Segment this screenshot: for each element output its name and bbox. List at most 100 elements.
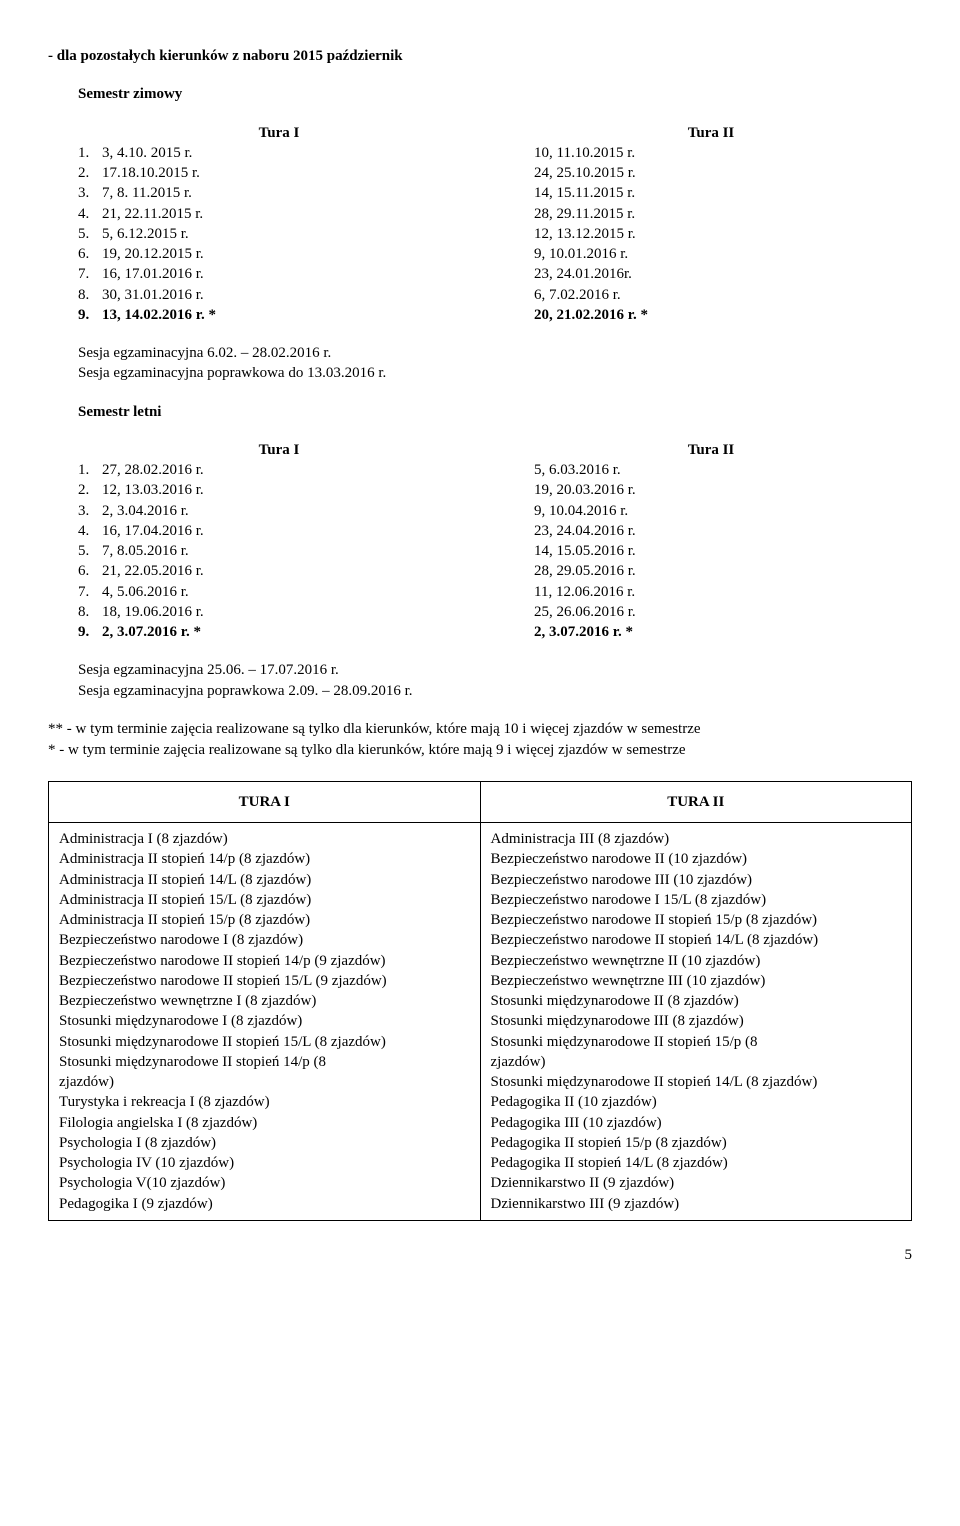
date-text: 5, 6.12.2015 r. bbox=[102, 224, 189, 244]
date-text: 24, 25.10.2015 r. bbox=[510, 163, 912, 183]
date-text: 6, 7.02.2016 r. bbox=[510, 285, 912, 305]
table-line: Bezpieczeństwo wewnętrzne II (10 zjazdów… bbox=[491, 951, 902, 971]
winter-session-block: Sesja egzaminacyjna 6.02. – 28.02.2016 r… bbox=[78, 343, 912, 384]
table-line: Turystyka i rekreacja I (8 zjazdów) bbox=[59, 1092, 470, 1112]
date-text: 20, 21.02.2016 r. * bbox=[510, 305, 912, 325]
table-line: Pedagogika II stopień 14/L (8 zjazdów) bbox=[491, 1153, 902, 1173]
list-item: 2.12, 13.03.2016 r. bbox=[78, 480, 480, 500]
list-item: 6.19, 20.12.2015 r. bbox=[78, 244, 480, 264]
date-text: 23, 24.01.2016r. bbox=[510, 264, 912, 284]
footnote-line: ** - w tym terminie zajęcia realizowane … bbox=[48, 719, 912, 740]
table-line: Psychologia I (8 zjazdów) bbox=[59, 1133, 470, 1153]
date-text: 14, 15.11.2015 r. bbox=[510, 183, 912, 203]
list-item: 8.30, 31.01.2016 r. bbox=[78, 285, 480, 305]
session-line: Sesja egzaminacyjna 25.06. – 17.07.2016 … bbox=[78, 660, 912, 680]
date-text: 11, 12.06.2016 r. bbox=[510, 582, 912, 602]
list-item: 4.21, 22.11.2015 r. bbox=[78, 204, 480, 224]
date-text: 7, 8. 11.2015 r. bbox=[102, 183, 192, 203]
table-line: Pedagogika III (10 zjazdów) bbox=[491, 1113, 902, 1133]
table-line: Psychologia V(10 zjazdów) bbox=[59, 1173, 470, 1193]
tura-ii-head: Tura II bbox=[510, 123, 912, 143]
summer-columns: Tura I 1.27, 28.02.2016 r. 2.12, 13.03.2… bbox=[48, 440, 912, 643]
tura-i-head: Tura I bbox=[78, 123, 480, 143]
date-text: 28, 29.11.2015 r. bbox=[510, 204, 912, 224]
table-line: Stosunki międzynarodowe II stopień 14/p … bbox=[59, 1052, 470, 1072]
header-line: - dla pozostałych kierunków z naboru 201… bbox=[48, 46, 912, 66]
footnote-block: ** - w tym terminie zajęcia realizowane … bbox=[48, 719, 912, 761]
winter-col-right: Tura II 10, 11.10.2015 r. 24, 25.10.2015… bbox=[480, 123, 912, 326]
list-item: 5.7, 8.05.2016 r. bbox=[78, 541, 480, 561]
semester-winter-title: Semestr zimowy bbox=[78, 84, 912, 104]
table-line: Bezpieczeństwo narodowe II stopień 14/L … bbox=[491, 930, 902, 950]
table-line: Bezpieczeństwo narodowe II stopień 15/L … bbox=[59, 971, 470, 991]
date-text: 7, 8.05.2016 r. bbox=[102, 541, 189, 561]
tura-table-head-right: TURA II bbox=[480, 781, 912, 822]
table-line: Bezpieczeństwo narodowe II (10 zjazdów) bbox=[491, 849, 902, 869]
table-line: Stosunki międzynarodowe III (8 zjazdów) bbox=[491, 1011, 902, 1031]
date-text: 12, 13.03.2016 r. bbox=[102, 480, 204, 500]
table-line: Administracja II stopień 15/p (8 zjazdów… bbox=[59, 910, 470, 930]
date-text: 25, 26.06.2016 r. bbox=[510, 602, 912, 622]
date-text: 4, 5.06.2016 r. bbox=[102, 582, 189, 602]
date-text: 27, 28.02.2016 r. bbox=[102, 460, 204, 480]
date-text: 21, 22.05.2016 r. bbox=[102, 561, 204, 581]
table-line: Psychologia IV (10 zjazdów) bbox=[59, 1153, 470, 1173]
table-line: Administracja I (8 zjazdów) bbox=[59, 829, 470, 849]
tura-table-cell-left: Administracja I (8 zjazdów) Administracja… bbox=[49, 823, 481, 1221]
tura-table-head-left: TURA I bbox=[49, 781, 481, 822]
date-text: 19, 20.12.2015 r. bbox=[102, 244, 204, 264]
table-line: Bezpieczeństwo narodowe III (10 zjazdów) bbox=[491, 870, 902, 890]
session-line: Sesja egzaminacyjna poprawkowa do 13.03.… bbox=[78, 363, 912, 383]
date-text: 2, 3.07.2016 r. * bbox=[510, 622, 912, 642]
list-item: 7.4, 5.06.2016 r. bbox=[78, 582, 480, 602]
table-line: Dziennikarstwo III (9 zjazdów) bbox=[491, 1194, 902, 1214]
table-line: Pedagogika II stopień 15/p (8 zjazdów) bbox=[491, 1133, 902, 1153]
table-line: Stosunki międzynarodowe II stopień 15/p … bbox=[491, 1032, 902, 1052]
list-item: 6.21, 22.05.2016 r. bbox=[78, 561, 480, 581]
session-line: Sesja egzaminacyjna poprawkowa 2.09. – 2… bbox=[78, 681, 912, 701]
table-line: Administracja II stopień 15/L (8 zjazdów… bbox=[59, 890, 470, 910]
date-text: 9, 10.01.2016 r. bbox=[510, 244, 912, 264]
table-line: Bezpieczeństwo wewnętrzne I (8 zjazdów) bbox=[59, 991, 470, 1011]
table-line: Bezpieczeństwo narodowe II stopień 14/p … bbox=[59, 951, 470, 971]
list-item: 3.7, 8. 11.2015 r. bbox=[78, 183, 480, 203]
date-text: 13, 14.02.2016 r. * bbox=[102, 305, 216, 325]
table-line: zjazdów) bbox=[59, 1072, 470, 1092]
table-line: Stosunki międzynarodowe I (8 zjazdów) bbox=[59, 1011, 470, 1031]
list-item: 9.2, 3.07.2016 r. * bbox=[78, 622, 480, 642]
table-line: Pedagogika I (9 zjazdów) bbox=[59, 1194, 470, 1214]
table-line: Bezpieczeństwo narodowe I (8 zjazdów) bbox=[59, 930, 470, 950]
table-line: Stosunki międzynarodowe II stopień 14/L … bbox=[491, 1072, 902, 1092]
date-text: 30, 31.01.2016 r. bbox=[102, 285, 204, 305]
page-number: 5 bbox=[48, 1245, 912, 1265]
table-line: Dziennikarstwo II (9 zjazdów) bbox=[491, 1173, 902, 1193]
winter-left-list: 1.3, 4.10. 2015 r. 2.17.18.10.2015 r. 3.… bbox=[78, 143, 480, 325]
date-text: 16, 17.04.2016 r. bbox=[102, 521, 204, 541]
date-text: 14, 15.05.2016 r. bbox=[510, 541, 912, 561]
date-text: 17.18.10.2015 r. bbox=[102, 163, 200, 183]
list-item: 7.16, 17.01.2016 r. bbox=[78, 264, 480, 284]
tura-ii-head-summer: Tura II bbox=[510, 440, 912, 460]
table-line: Filologia angielska I (8 zjazdów) bbox=[59, 1113, 470, 1133]
list-item: 5.5, 6.12.2015 r. bbox=[78, 224, 480, 244]
table-line: Administracja III (8 zjazdów) bbox=[491, 829, 902, 849]
semester-summer-title: Semestr letni bbox=[78, 402, 912, 422]
date-text: 9, 10.04.2016 r. bbox=[510, 501, 912, 521]
table-line: Administracja II stopień 14/L (8 zjazdów… bbox=[59, 870, 470, 890]
date-text: 19, 20.03.2016 r. bbox=[510, 480, 912, 500]
table-line: Stosunki międzynarodowe II (8 zjazdów) bbox=[491, 991, 902, 1011]
list-item: 4.16, 17.04.2016 r. bbox=[78, 521, 480, 541]
table-line: Pedagogika II (10 zjazdów) bbox=[491, 1092, 902, 1112]
list-item: 8.18, 19.06.2016 r. bbox=[78, 602, 480, 622]
session-line: Sesja egzaminacyjna 6.02. – 28.02.2016 r… bbox=[78, 343, 912, 363]
list-item: 2.17.18.10.2015 r. bbox=[78, 163, 480, 183]
date-text: 21, 22.11.2015 r. bbox=[102, 204, 203, 224]
date-text: 16, 17.01.2016 r. bbox=[102, 264, 204, 284]
list-item: 1.27, 28.02.2016 r. bbox=[78, 460, 480, 480]
table-line: Bezpieczeństwo narodowe II stopień 15/p … bbox=[491, 910, 902, 930]
tura-i-head-summer: Tura I bbox=[78, 440, 480, 460]
date-text: 10, 11.10.2015 r. bbox=[510, 143, 912, 163]
list-item: 1.3, 4.10. 2015 r. bbox=[78, 143, 480, 163]
list-item: 3.2, 3.04.2016 r. bbox=[78, 501, 480, 521]
table-line: Bezpieczeństwo wewnętrzne III (10 zjazdó… bbox=[491, 971, 902, 991]
